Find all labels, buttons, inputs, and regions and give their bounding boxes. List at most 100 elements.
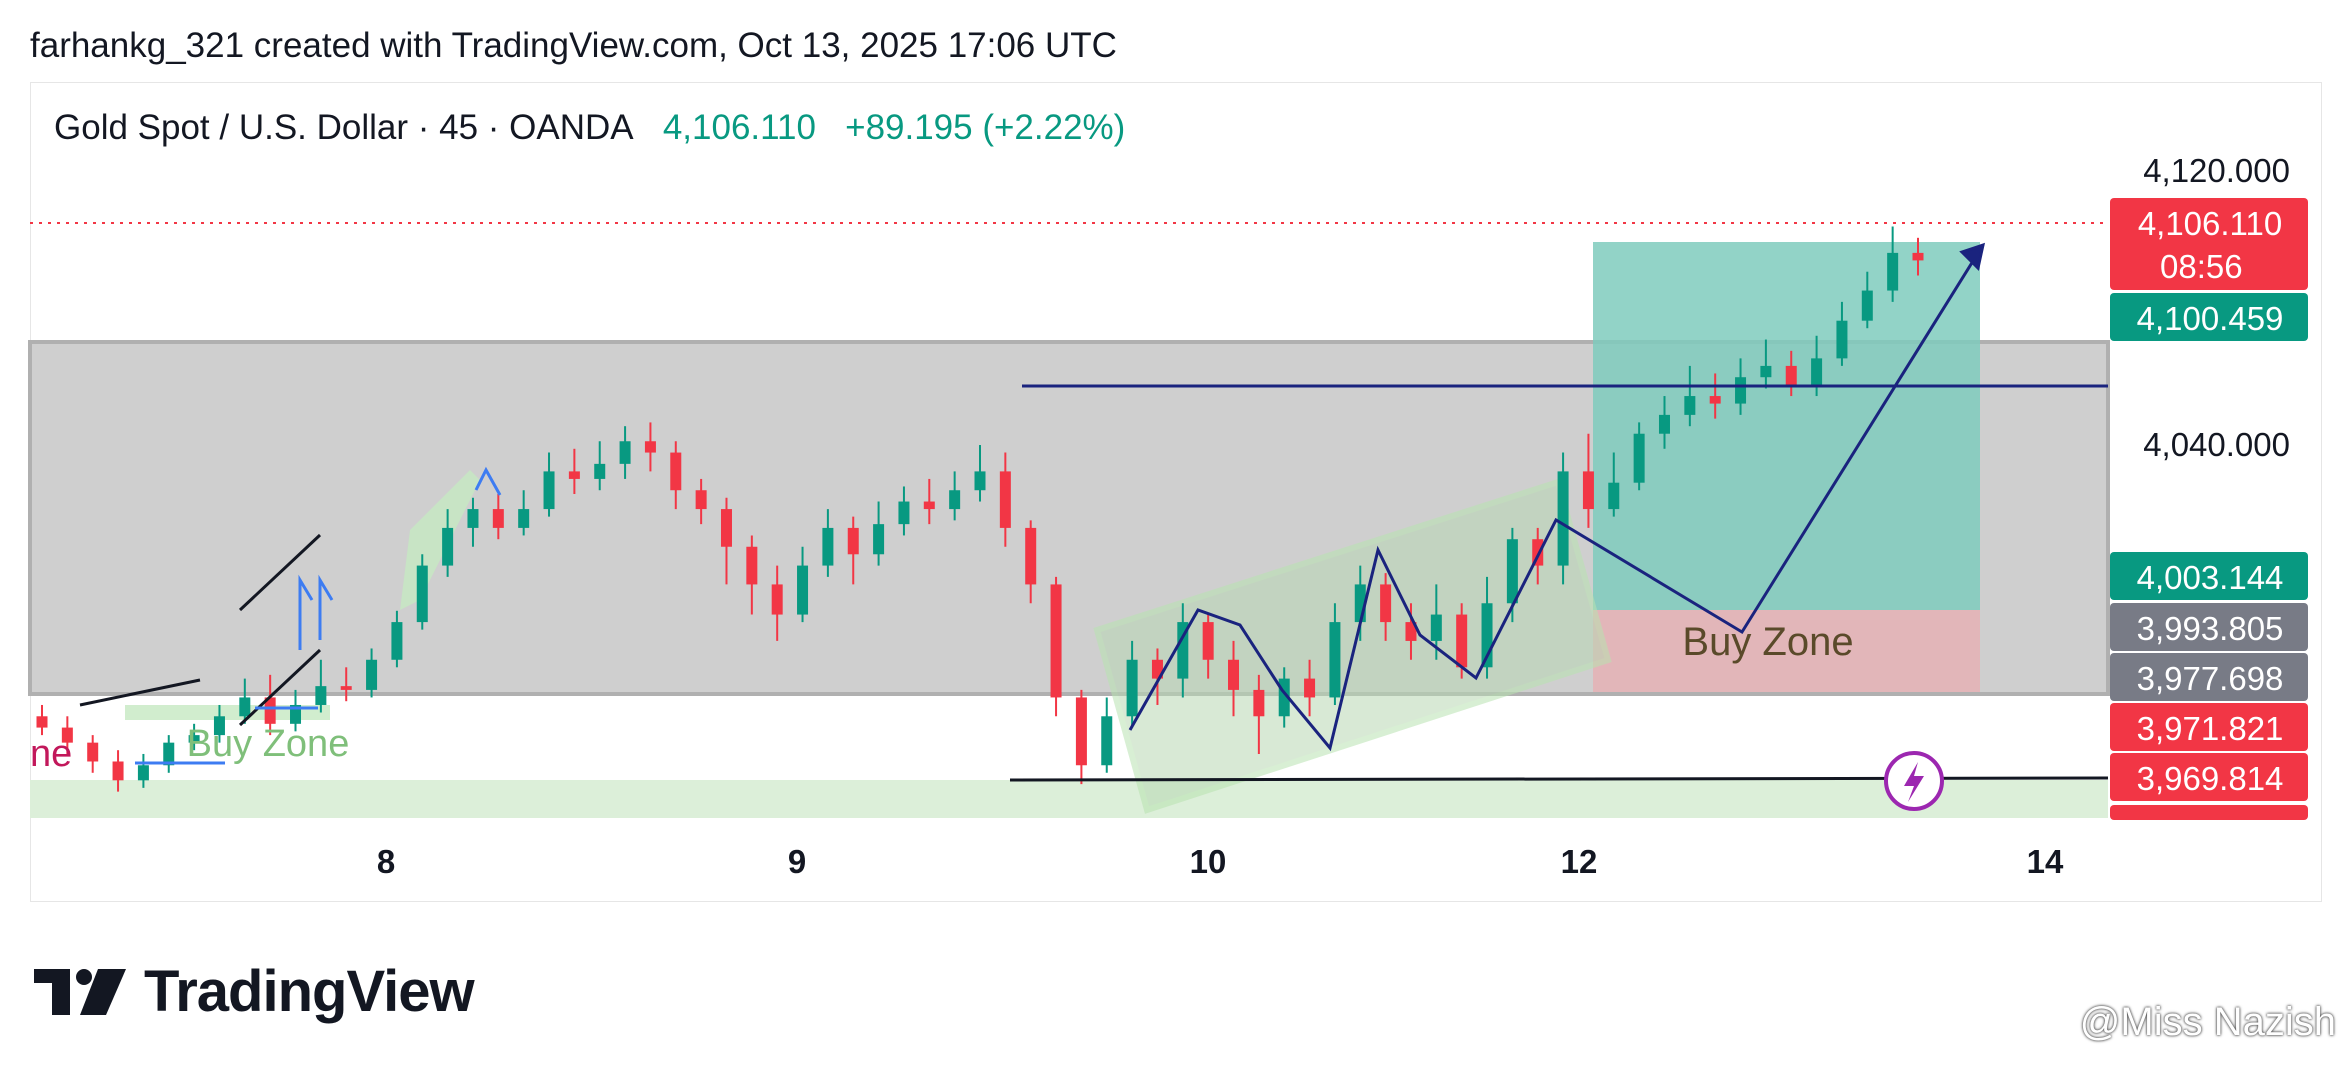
price-badge-label: 4,106.110 [2138,205,2282,242]
candle-body [1430,614,1442,641]
price-badge-label: 3,971.821 [2137,710,2284,747]
price-badge: 3,971.821 [2110,703,2308,751]
left-blue-chevron [474,466,502,496]
candle-body [670,452,682,491]
x-tick-label: 10 [1190,843,1227,880]
x-tick-label: 9 [788,843,806,880]
candle-body [1887,252,1899,291]
candle-body [1582,471,1594,510]
lightning-icon-glyph [1904,762,1924,802]
edge-text: ne [30,733,72,775]
candle-body [442,527,454,566]
tradingview-logo: TradingView [34,958,475,1025]
candle-body [923,501,935,510]
candle-body [1126,659,1138,717]
candle-body [1785,365,1797,385]
symbol-header: Gold Spot / U.S. Dollar · 45 · OANDA 4,1… [54,108,1125,148]
y-tick-label: 4,120.000 [2143,152,2290,189]
candle-body [1228,659,1240,690]
price-badge-label: 3,969.814 [2137,760,2284,797]
candle-body [188,735,200,743]
candle-body [264,697,276,724]
price-badge-bg [2110,198,2308,290]
rising-channel[interactable] [1093,478,1612,814]
left-blue-arrow-up [298,574,314,650]
candle-body [898,501,910,525]
target-zone[interactable] [1593,242,1980,610]
candle-body [239,697,251,717]
candle-body [1177,622,1189,679]
candle-body [1557,471,1569,566]
candle-body [695,490,707,510]
candle-body [771,584,783,615]
candle-body [1912,252,1924,261]
candle-body [1329,622,1341,698]
price-badge: 3,977.698 [2110,653,2308,701]
candle-body [1811,358,1823,385]
price-badge-label: 3,993.805 [2137,610,2284,647]
candle-body [568,471,580,479]
x-tick-label: 12 [1561,843,1598,880]
buy-zone-label: Buy Zone [1682,620,1853,664]
candle-body [746,546,758,585]
candle-body [1025,527,1037,585]
candle-body [847,527,859,555]
price-badge-bg [2110,703,2308,751]
price-badge-bg [2110,653,2308,701]
candle-body [340,686,352,690]
price-badge [2110,805,2308,820]
stop-zone[interactable] [1593,610,1980,692]
projection-arrow-head [1959,242,1986,272]
candle-body [1354,584,1366,623]
candle-body [1760,365,1772,378]
price-badge: 4,003.144 [2110,552,2308,600]
candle-body [1532,539,1544,566]
candle-body [1608,482,1620,510]
x-tick-label: 14 [2027,843,2064,880]
price-badge-bg [2110,293,2308,341]
x-tick-label: 8 [377,843,395,880]
candle-body [1861,290,1873,321]
last-price: 4,106.110 [662,108,816,147]
candle-body [1304,678,1316,698]
candle-body [137,765,149,781]
candle-body [974,471,986,491]
price-badge-bg [2110,552,2308,600]
candle-body [1202,622,1214,660]
candle-body [1658,414,1670,434]
candle-body [366,659,378,690]
candle-body [1380,584,1392,623]
candle-body [1633,433,1645,483]
candle-body [1050,584,1062,698]
candle-body [87,742,99,762]
candle-body [1101,716,1113,766]
candle-body [112,761,124,781]
left-buy-zone-label: Buy Zone [187,723,350,765]
candle-body [1278,678,1290,717]
price-badge-bg [2110,603,2308,651]
price-badge-bg [2110,805,2308,820]
price-badge: 4,106.110 08:56 [2110,198,2308,290]
candle-body [1684,396,1696,415]
price-badge-label: 3,977.698 [2137,660,2284,697]
left-blue-arrow-up-2 [318,574,334,640]
candle-body [873,524,885,555]
candle-body [543,471,555,510]
candle-body [822,527,834,566]
candle-body [290,704,302,724]
attribution-text: farhankg_321 created with TradingView.co… [30,26,1117,65]
candle-body [1075,697,1087,766]
price-badge: 3,993.805 [2110,603,2308,651]
candle-body [416,565,428,623]
price-badge-label: 4,100.459 [2137,300,2284,337]
projected-path[interactable] [1128,244,1985,752]
candle-body [1151,659,1163,679]
candle-body [1481,603,1493,668]
candle-body [391,622,403,660]
y-tick-label: 4,040.000 [2143,426,2290,463]
candle-body [1709,396,1721,404]
price-badge-label: 4,003.144 [2137,559,2284,596]
price-badge: 4,100.459 [2110,293,2308,341]
candle-body [163,742,175,766]
